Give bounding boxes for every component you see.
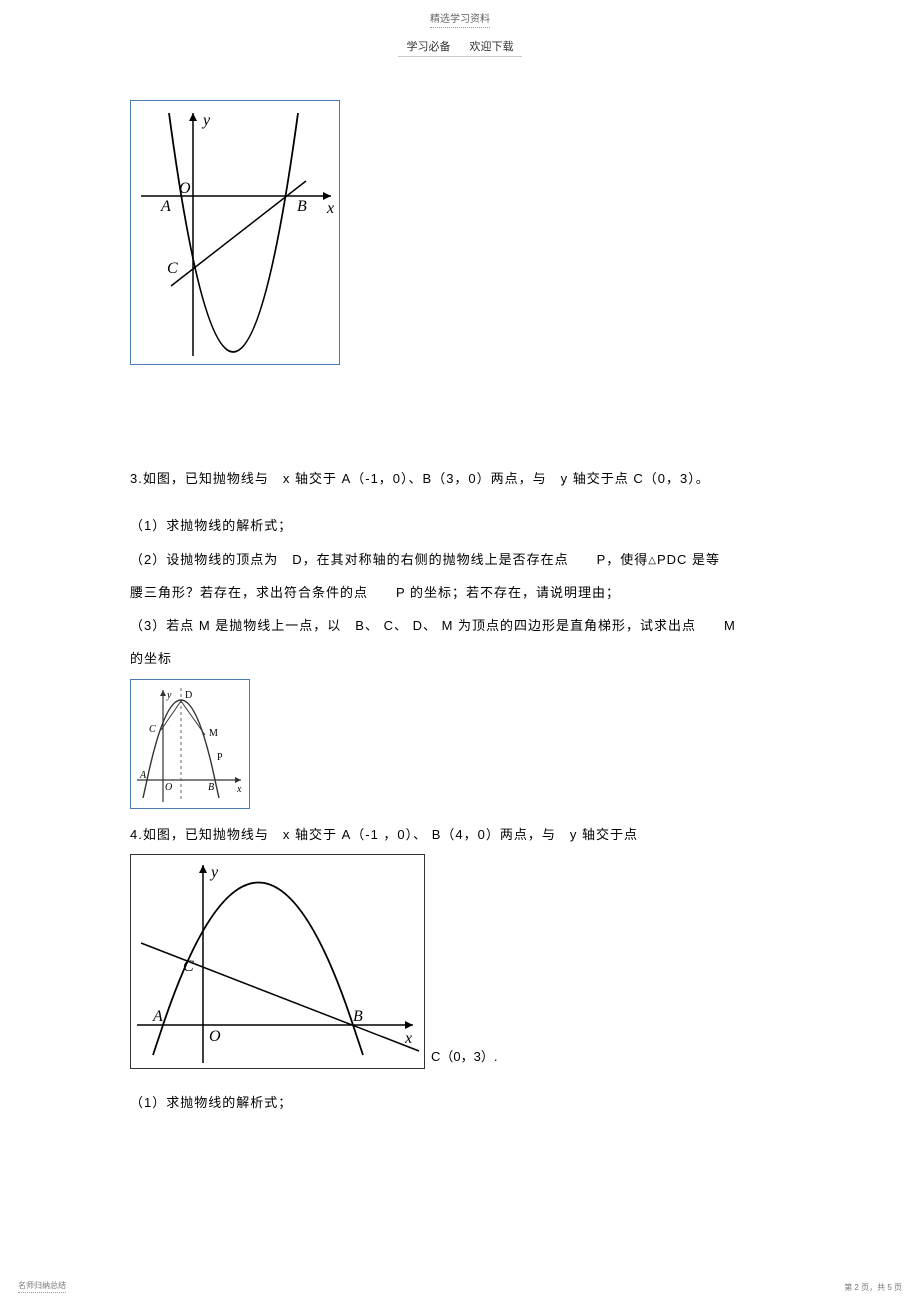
footer-right: 第 2 页，共 5 页 <box>844 1282 902 1293</box>
figure-1: y x A O B C <box>130 100 340 365</box>
fig1-A-label: A <box>160 198 171 215</box>
q3-p2a-end: PDC 是等 <box>657 552 720 567</box>
fig2-A-label: A <box>139 770 147 781</box>
fig2-P-label: P <box>217 752 223 763</box>
figure-3: y x A O B C <box>130 854 425 1069</box>
fig2-D-label: D <box>185 690 192 701</box>
figure-2: y x A O B C D M P <box>130 679 250 809</box>
fig2-y-label: y <box>166 690 172 701</box>
q4-c-label: C（0，3）. <box>431 1046 497 1065</box>
q3-p3-line1: （3）若点 M 是抛物线上一点，以 B、 C、 D、 M 为顶点的四边形是直角梯… <box>130 612 790 639</box>
q3-p2-line1: （2）设抛物线的顶点为 D，在其对称轴的右侧的抛物线上是否存在点 P，使得△PD… <box>130 546 790 573</box>
q3-intro: 3.如图，已知抛物线与 x 轴交于 A（-1，0）、B（3，0）两点，与 y 轴… <box>130 465 790 492</box>
figure-3-svg: y x A O B C <box>131 855 424 1068</box>
header-title: 精选学习资料 <box>430 14 490 25</box>
fig3-x-label: x <box>404 1030 412 1047</box>
figure-2-svg: y x A O B C D M P <box>131 680 249 808</box>
fig3-y-label: y <box>209 864 219 881</box>
q3-p1: （1）求抛物线的解析式； <box>130 512 790 539</box>
fig1-C-label: C <box>167 260 178 277</box>
figure-3-wrap: y x A O B C C（0，3）. <box>130 854 790 1069</box>
fig3-O-label: O <box>209 1028 221 1045</box>
main-content: y x A O B C 3.如图，已知抛物线与 x 轴交于 A（-1，0）、B（… <box>130 100 790 1122</box>
fig3-C-label: C <box>183 958 194 975</box>
fig1-O-label: O <box>179 180 191 197</box>
triangle-icon: △ <box>648 555 657 566</box>
fig2-O-label: O <box>165 782 172 793</box>
fig1-B-label: B <box>297 198 307 215</box>
q4-intro: 4.如图，已知抛物线与 x 轴交于 A（-1 ，0）、 B（4，0）两点，与 y… <box>130 821 790 848</box>
fig3-A-label: A <box>152 1008 163 1025</box>
subheader-left: 学习必备 <box>406 41 450 53</box>
subheader-right: 欢迎下载 <box>470 41 514 53</box>
figure-1-svg: y x A O B C <box>131 101 339 364</box>
page-header: 精选学习资料 <box>430 10 490 28</box>
fig1-x-label: x <box>326 200 334 217</box>
q4-p1: （1）求抛物线的解析式； <box>130 1089 790 1116</box>
fig2-x-label: x <box>236 784 242 795</box>
q3-p3-line2: 的坐标 <box>130 645 790 672</box>
fig2-B-label: B <box>208 782 214 793</box>
fig1-y-label: y <box>201 112 211 129</box>
fig2-C-label: C <box>149 724 156 735</box>
fig3-B-label: B <box>353 1008 363 1025</box>
q3-p2-line2: 腰三角形？若存在，求出符合条件的点 P 的坐标；若不存在，请说明理由； <box>130 579 790 606</box>
footer-left: 名师归纳总结 <box>18 1280 66 1293</box>
fig2-M-label: M <box>209 728 218 739</box>
page-subheader: 学习必备 欢迎下载 <box>398 38 521 57</box>
q3-p2a: （2）设抛物线的顶点为 D，在其对称轴的右侧的抛物线上是否存在点 P，使得 <box>130 552 648 567</box>
